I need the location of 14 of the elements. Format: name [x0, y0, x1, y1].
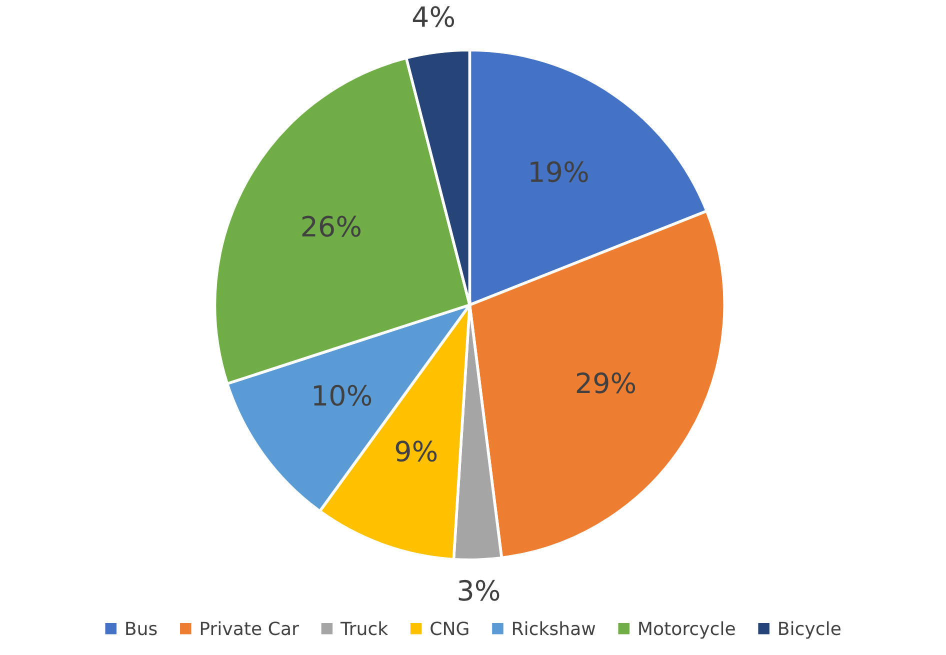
legend-label: Private Car	[200, 621, 299, 636]
legend-label: Motorcycle	[639, 621, 735, 639]
legend-label: Bus	[126, 622, 157, 636]
data-label: 29%	[576, 372, 636, 394]
data-label: 26%	[302, 216, 361, 237]
data-label: 4%	[412, 6, 454, 28]
legend-label: Bicycle	[779, 621, 840, 639]
data-label: 10%	[314, 384, 372, 406]
legend-label: Rickshaw	[513, 621, 596, 636]
data-label: 3%	[458, 580, 500, 601]
data-label: 19%	[530, 161, 588, 182]
legend-label: Truck	[340, 621, 388, 636]
legend-label: CNG	[430, 622, 468, 636]
data-label: 9%	[396, 440, 437, 462]
